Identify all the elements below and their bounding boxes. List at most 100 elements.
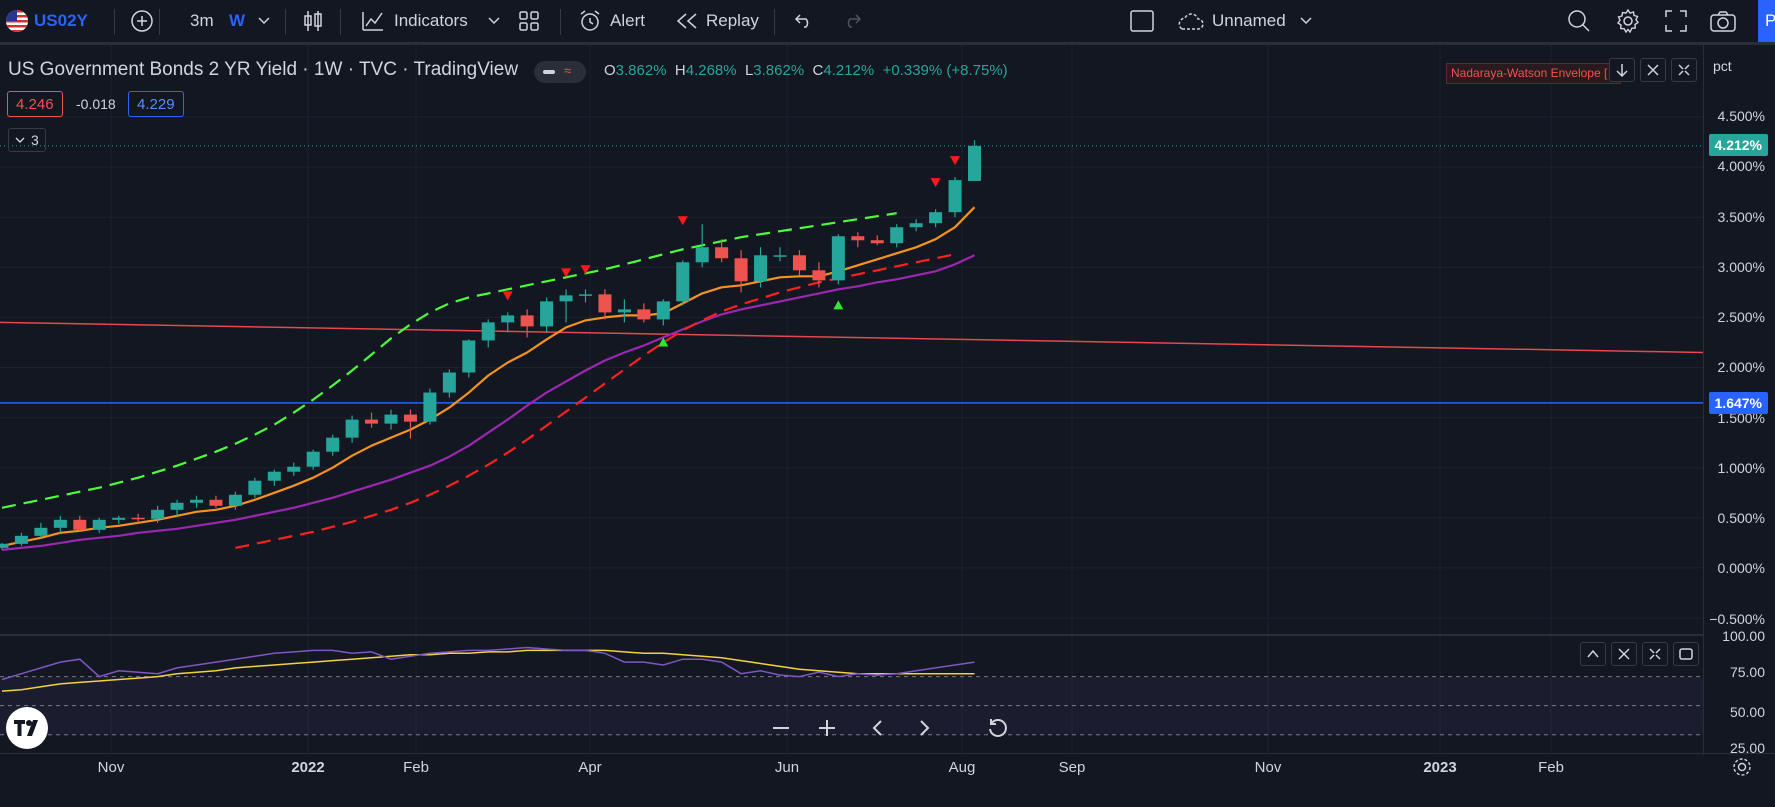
- minus-icon: [773, 727, 789, 729]
- replay-label: Replay: [706, 11, 759, 30]
- maximize-pane-button[interactable]: [1671, 58, 1697, 82]
- candle-body: [365, 419, 379, 424]
- pane-separator[interactable]: [0, 634, 1703, 636]
- time-label: Feb: [403, 759, 429, 776]
- tradingview-logo[interactable]: [6, 707, 48, 749]
- candle-body: [14, 535, 28, 544]
- osc-tick: 25.00: [1729, 740, 1765, 756]
- interval-unit-label: W: [229, 11, 246, 30]
- indicator-legend-label[interactable]: Nadaraya-Watson Envelope [: [1446, 63, 1621, 84]
- toolbar-divider: [774, 9, 775, 35]
- maximize-oscillator-button[interactable]: [1673, 642, 1699, 666]
- symbol-search-button[interactable]: US02Y: [6, 0, 88, 42]
- replay-button[interactable]: Replay: [676, 0, 759, 42]
- symbol-label: US02Y: [34, 11, 88, 30]
- time-label: Apr: [578, 759, 602, 776]
- close-icon: [1647, 64, 1659, 76]
- close-oscillator-button[interactable]: [1611, 642, 1637, 666]
- publish-button[interactable]: P: [1758, 0, 1775, 42]
- sell-signal-marker: [950, 156, 961, 166]
- envelope-upper-line: [1, 212, 897, 509]
- candle-body: [73, 519, 87, 530]
- zoom-in-button[interactable]: [807, 708, 847, 748]
- candle-body: [870, 240, 884, 244]
- spread-value: -0.018: [76, 96, 116, 112]
- camera-icon: [1710, 10, 1736, 32]
- templates-button[interactable]: [518, 0, 540, 42]
- candle-body: [851, 236, 865, 241]
- price-tick: 0.000%: [1717, 560, 1765, 576]
- interval-dropdown-button[interactable]: [258, 0, 270, 42]
- candle-body: [812, 270, 826, 281]
- undo-icon: [794, 13, 814, 29]
- candle-body: [92, 519, 106, 530]
- candle-body: [248, 480, 262, 495]
- indicators-dropdown-button[interactable]: [488, 0, 500, 42]
- publish-label: P: [1765, 11, 1775, 30]
- square-icon: [1130, 10, 1154, 32]
- close-icon: [1618, 648, 1630, 660]
- top-toolbar: US02Y 3m W Indicators: [0, 0, 1775, 45]
- sell-button[interactable]: 4.246: [7, 91, 63, 117]
- fullscreen-select-button[interactable]: [1130, 0, 1154, 42]
- layout-name-button[interactable]: Unnamed: [1174, 0, 1312, 42]
- move-down-button[interactable]: [1609, 58, 1635, 82]
- redo-button[interactable]: [842, 0, 862, 42]
- time-label: Feb: [1538, 759, 1564, 776]
- horizontal-line-price-tag[interactable]: 1.647%: [1708, 392, 1768, 414]
- chevron-right-icon: [920, 720, 930, 736]
- compare-symbol-button[interactable]: [130, 0, 154, 42]
- candle-body: [442, 372, 456, 393]
- chevron-left-icon: [872, 720, 882, 736]
- chart-canvas[interactable]: [0, 45, 1775, 807]
- plus-circle-icon: [130, 9, 154, 33]
- interval-weekly-button[interactable]: W: [229, 0, 245, 42]
- scroll-left-button[interactable]: [857, 708, 897, 748]
- reset-chart-button[interactable]: [977, 708, 1017, 748]
- ema-line: [1, 206, 976, 547]
- price-tick: 0.500%: [1717, 510, 1765, 526]
- toolbar-divider: [340, 9, 341, 35]
- gear-icon: [1615, 8, 1641, 34]
- last-price-tag[interactable]: 4.212%: [1708, 134, 1768, 156]
- scroll-right-button[interactable]: [905, 708, 945, 748]
- oscillator-pane: [0, 646, 1703, 736]
- settings-button[interactable]: [1615, 0, 1641, 42]
- sell-signal-marker: [677, 216, 688, 226]
- buy-signal-marker: [833, 300, 844, 310]
- osc-tick: 50.00: [1729, 704, 1765, 720]
- candle-body: [617, 309, 631, 313]
- candle-body: [228, 494, 242, 506]
- osc-tick: 75.00: [1729, 664, 1765, 680]
- candle-body: [501, 315, 515, 323]
- candle-body: [948, 180, 962, 213]
- price-tick: 4.500%: [1717, 108, 1765, 124]
- price-axis-border: [1703, 45, 1704, 755]
- fullscreen-button[interactable]: [1665, 0, 1687, 42]
- toolbar-divider: [159, 9, 160, 35]
- indicators-button[interactable]: Indicators: [361, 0, 468, 42]
- chart-type-button[interactable]: [302, 0, 324, 42]
- undo-button[interactable]: [794, 0, 814, 42]
- legend-toggle[interactable]: ≈: [534, 61, 586, 83]
- time-axis-settings-button[interactable]: [1732, 757, 1752, 782]
- indicators-collapse-button[interactable]: 3: [8, 128, 46, 152]
- candle-body: [462, 340, 476, 373]
- interval-button[interactable]: 3m: [190, 0, 214, 42]
- time-label: 2023: [1423, 759, 1457, 776]
- zoom-out-button[interactable]: [761, 708, 801, 748]
- alert-button[interactable]: Alert: [578, 0, 645, 42]
- candle-body: [131, 517, 145, 520]
- close-pane-button[interactable]: [1640, 58, 1666, 82]
- candle-body: [559, 295, 573, 302]
- candle-body: [306, 451, 320, 467]
- move-pane-up-button[interactable]: [1580, 642, 1606, 666]
- collapse-oscillator-button[interactable]: [1642, 642, 1668, 666]
- snapshot-button[interactable]: [1710, 0, 1736, 42]
- quick-search-button[interactable]: [1567, 0, 1591, 42]
- buy-button[interactable]: 4.229: [128, 91, 184, 117]
- wave-icon: ≈: [564, 63, 572, 78]
- drawing-layer[interactable]: [0, 321, 1704, 404]
- arrow-down-icon: [1616, 63, 1628, 78]
- symbol-legend-title[interactable]: US Government Bonds 2 YR Yield · 1W · TV…: [8, 59, 519, 80]
